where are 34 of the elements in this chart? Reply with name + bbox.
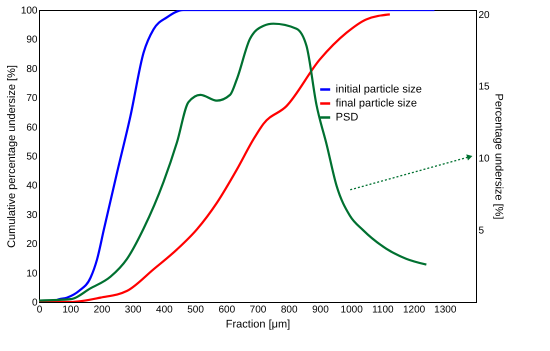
y-tick-label: 90 [26,34,38,46]
x-tick-label: 800 [280,304,298,316]
x-tick-label: 100 [62,304,80,316]
x-tick-label: 1300 [434,304,457,316]
y2-tick-label: 5 [478,226,484,237]
x-tick-label: 700 [250,304,267,316]
x-tick-label: 400 [156,304,174,316]
y-tick-label: 100 [20,6,38,16]
y-tick-label: 60 [26,122,38,134]
y-tick-label: 80 [26,64,38,75]
y2-tick-label: 20 [478,10,490,21]
y-tick-label: 70 [26,93,38,104]
x-tick-label: 600 [218,304,236,316]
y-tick-label: 10 [26,268,38,280]
x-tick-label: 1000 [340,304,364,316]
y-tick-label: 20 [26,239,38,250]
y-tick-label: 40 [26,180,38,192]
x-tick-label: 900 [312,304,330,316]
y-tick-label: 0 [32,298,38,308]
x-tick-label: 1100 [372,304,394,316]
x-tick-label: 200 [94,304,111,316]
x-axis-title: Fraction [μm] [226,318,290,330]
x-tick-label: 500 [187,304,204,316]
y2-axis-title: Percentage undersize [%] [492,94,505,220]
y-tick-label: 50 [26,152,38,162]
x-tick-label: 1200 [402,304,426,316]
y-tick-label: 30 [26,210,38,221]
legend-label: initial particle size [336,84,422,96]
y-axis-title: Cumulative percentage undersize [%] [6,65,18,248]
legend-label: final particle size [336,98,418,110]
x-tick-label: 300 [124,304,142,316]
y2-tick-label: 15 [478,82,490,93]
legend-label: PSD [336,112,358,124]
y2-tick-label: 10 [478,154,490,165]
